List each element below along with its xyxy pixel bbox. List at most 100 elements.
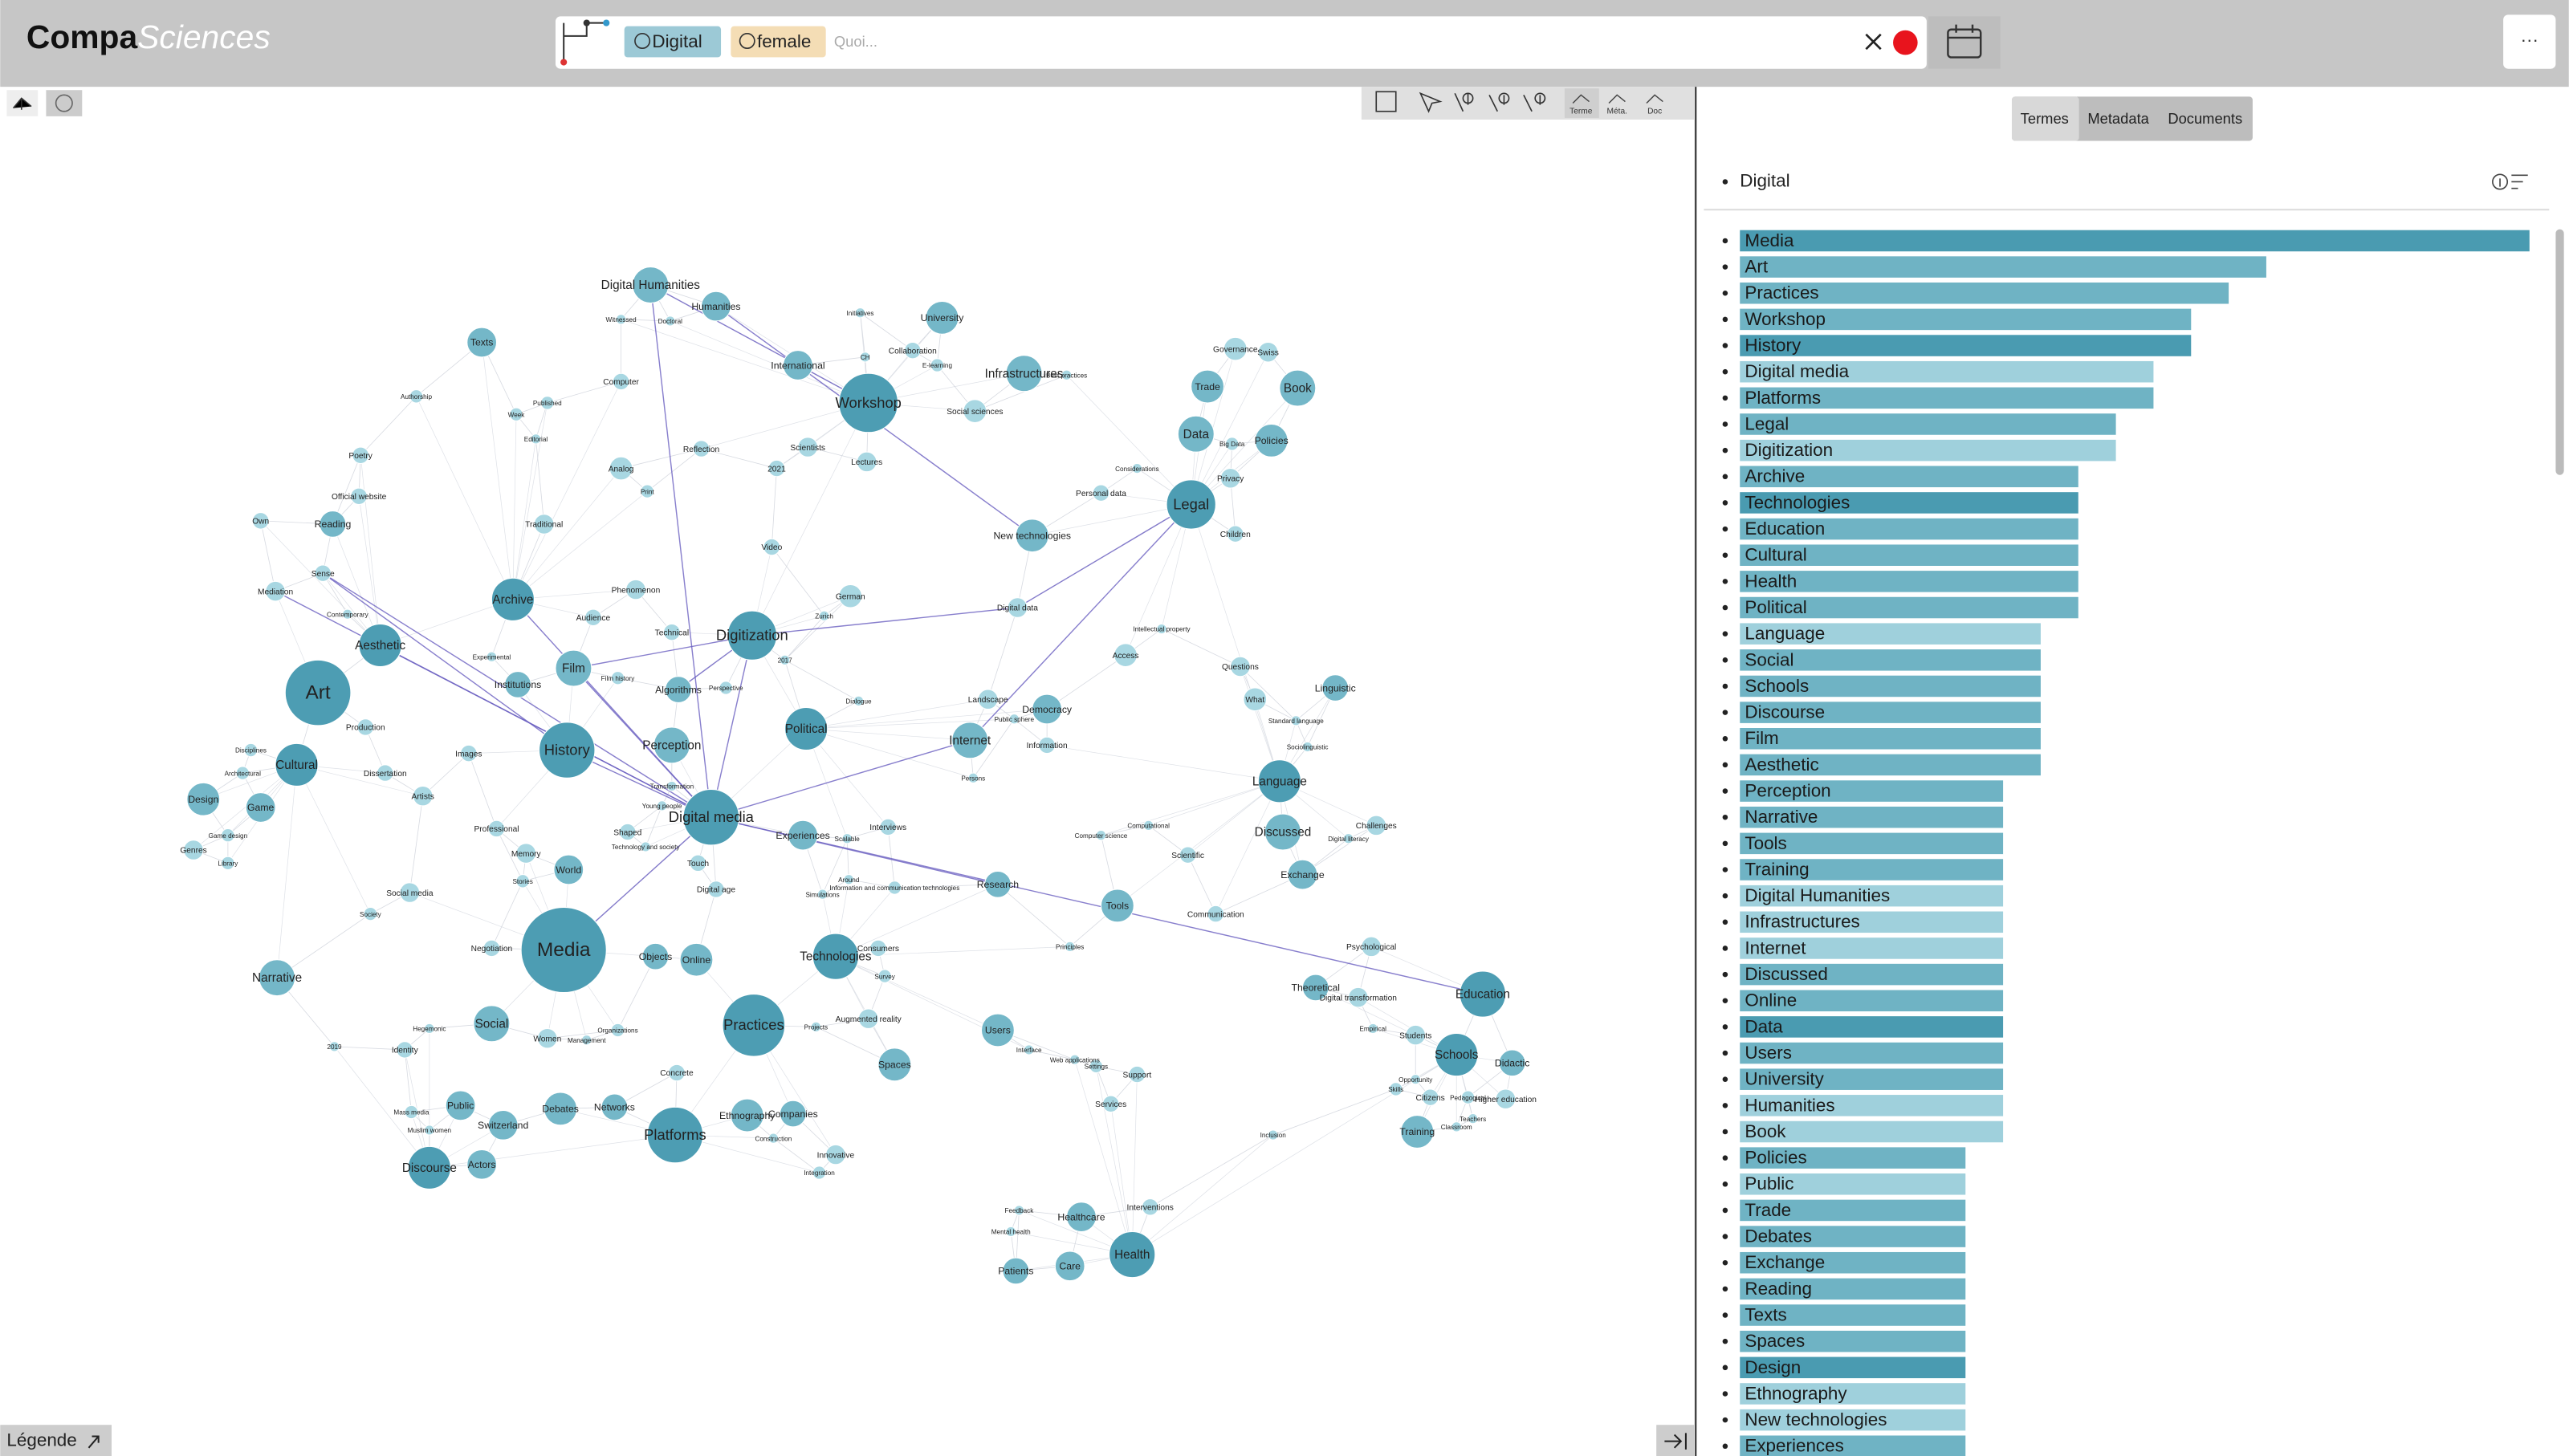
node[interactable] [879,818,897,836]
node[interactable] [482,939,501,958]
node-label[interactable]: Traditional [525,521,563,530]
node-label[interactable]: Experiences [776,830,829,841]
term-bar[interactable] [1740,1304,1966,1326]
term-label[interactable]: Trade [1745,1200,1791,1220]
node[interactable] [1002,1257,1030,1285]
node[interactable] [1279,369,1317,407]
node[interactable] [581,1035,592,1046]
node[interactable] [487,820,506,838]
node-label[interactable]: Production [346,724,385,733]
node-label[interactable]: Companies [768,1108,818,1120]
term-bar[interactable] [1740,702,2041,723]
term-bar[interactable] [1740,308,2192,331]
term-bar[interactable] [1740,492,2078,514]
node-label[interactable]: Images [455,750,482,759]
node-label[interactable]: Social [475,1017,509,1031]
node-label[interactable]: Schools [1435,1048,1479,1062]
term-bar[interactable] [1740,1147,1966,1169]
node[interactable] [615,314,627,325]
node-label[interactable]: Digital age [697,886,735,895]
node-label[interactable]: Film [562,662,585,676]
node[interactable] [1257,759,1301,803]
node[interactable] [609,456,633,481]
node[interactable] [221,828,235,843]
node[interactable] [727,610,777,661]
node-label[interactable]: Public sphere [995,716,1035,723]
node[interactable] [877,969,892,983]
node-label[interactable]: Citizens [1415,1094,1444,1103]
node[interactable] [1005,355,1043,392]
node-label[interactable]: Trade [1195,381,1220,392]
mode-label[interactable]: Méta. [1606,107,1626,116]
tab-active[interactable] [2011,96,2079,141]
node-label[interactable]: CH [861,354,870,361]
node-label[interactable]: Society [360,911,382,918]
node[interactable] [1008,714,1020,725]
node-label[interactable]: Support [1123,1071,1152,1080]
node-label[interactable]: Game design [209,832,248,840]
term-bar[interactable] [1740,806,2004,828]
node[interactable] [689,854,707,872]
node-label[interactable]: Intellectual property [1133,626,1191,633]
node-label[interactable]: Film history [601,675,636,682]
term-label[interactable]: Reading [1745,1279,1812,1299]
node-label[interactable]: Negotiation [471,945,513,954]
node-label[interactable]: Sense [311,570,335,579]
node-label[interactable]: Organizations [597,1027,637,1035]
node-label[interactable]: Training [1399,1126,1435,1137]
brand[interactable]: CompaSciences [26,18,271,55]
term-label[interactable]: Design [1745,1357,1801,1377]
term-bar[interactable] [1740,832,2004,855]
node-label[interactable]: Services [1095,1100,1126,1109]
node-label[interactable]: Computer [603,378,639,387]
node[interactable] [857,1008,879,1029]
term-bar[interactable] [1740,518,2078,540]
node[interactable] [854,307,866,319]
node-label[interactable]: Lectures [851,458,882,467]
node-label[interactable]: Technologies [800,950,872,964]
node-label[interactable]: Information and communication technologi… [829,885,959,892]
node[interactable] [319,510,347,538]
term-bar[interactable] [1740,754,2041,776]
node-label[interactable]: Perception [642,738,701,752]
node[interactable] [412,785,434,807]
term-label[interactable]: Digital Humanities [1745,885,1890,905]
node-label[interactable]: Poetry [348,452,373,461]
term-label[interactable]: Language [1745,624,1825,644]
term-bar[interactable] [1740,413,2116,435]
node-label[interactable]: Transformation [650,783,694,791]
node[interactable] [1225,437,1240,451]
node[interactable] [186,782,221,816]
node-label[interactable]: Settings [1085,1064,1108,1071]
node-label[interactable]: Texts [470,337,494,348]
node-label[interactable]: Library [218,860,238,868]
node[interactable] [784,706,829,751]
node-label[interactable]: Published [533,400,562,407]
node-label[interactable]: What [1245,696,1264,705]
term-bar[interactable] [1740,282,2229,304]
node-label[interactable]: Discourse [402,1161,457,1175]
term-bar[interactable] [1740,963,2004,986]
node-label[interactable]: Disciplines [235,747,267,754]
term-bar[interactable] [1740,230,2530,252]
node-label[interactable]: Simulations [805,891,839,898]
node-label[interactable]: Narrative [252,971,302,985]
node-label[interactable]: Ethnography [719,1110,776,1121]
node[interactable] [1361,936,1382,958]
node[interactable] [530,433,542,445]
node[interactable] [1223,336,1248,361]
node[interactable] [1498,1049,1526,1077]
node[interactable] [812,1165,827,1180]
node[interactable] [1095,830,1107,841]
term-label[interactable]: Infrastructures [1745,912,1859,932]
network-graph[interactable]: Digital Humanities Humanities Texts Worksho… [180,266,1537,1285]
term-label[interactable]: Perception [1745,781,1830,801]
node-label[interactable]: Information [1027,742,1068,750]
node[interactable] [730,1098,764,1133]
node-label[interactable]: Platforms [644,1126,706,1143]
term-label[interactable]: Schools [1745,676,1809,696]
node-label[interactable]: Sociolinguistic [1287,744,1329,751]
term-label[interactable]: Policies [1745,1148,1806,1168]
node-label[interactable]: Own [252,518,269,527]
node-label[interactable]: Exchange [1280,869,1325,881]
